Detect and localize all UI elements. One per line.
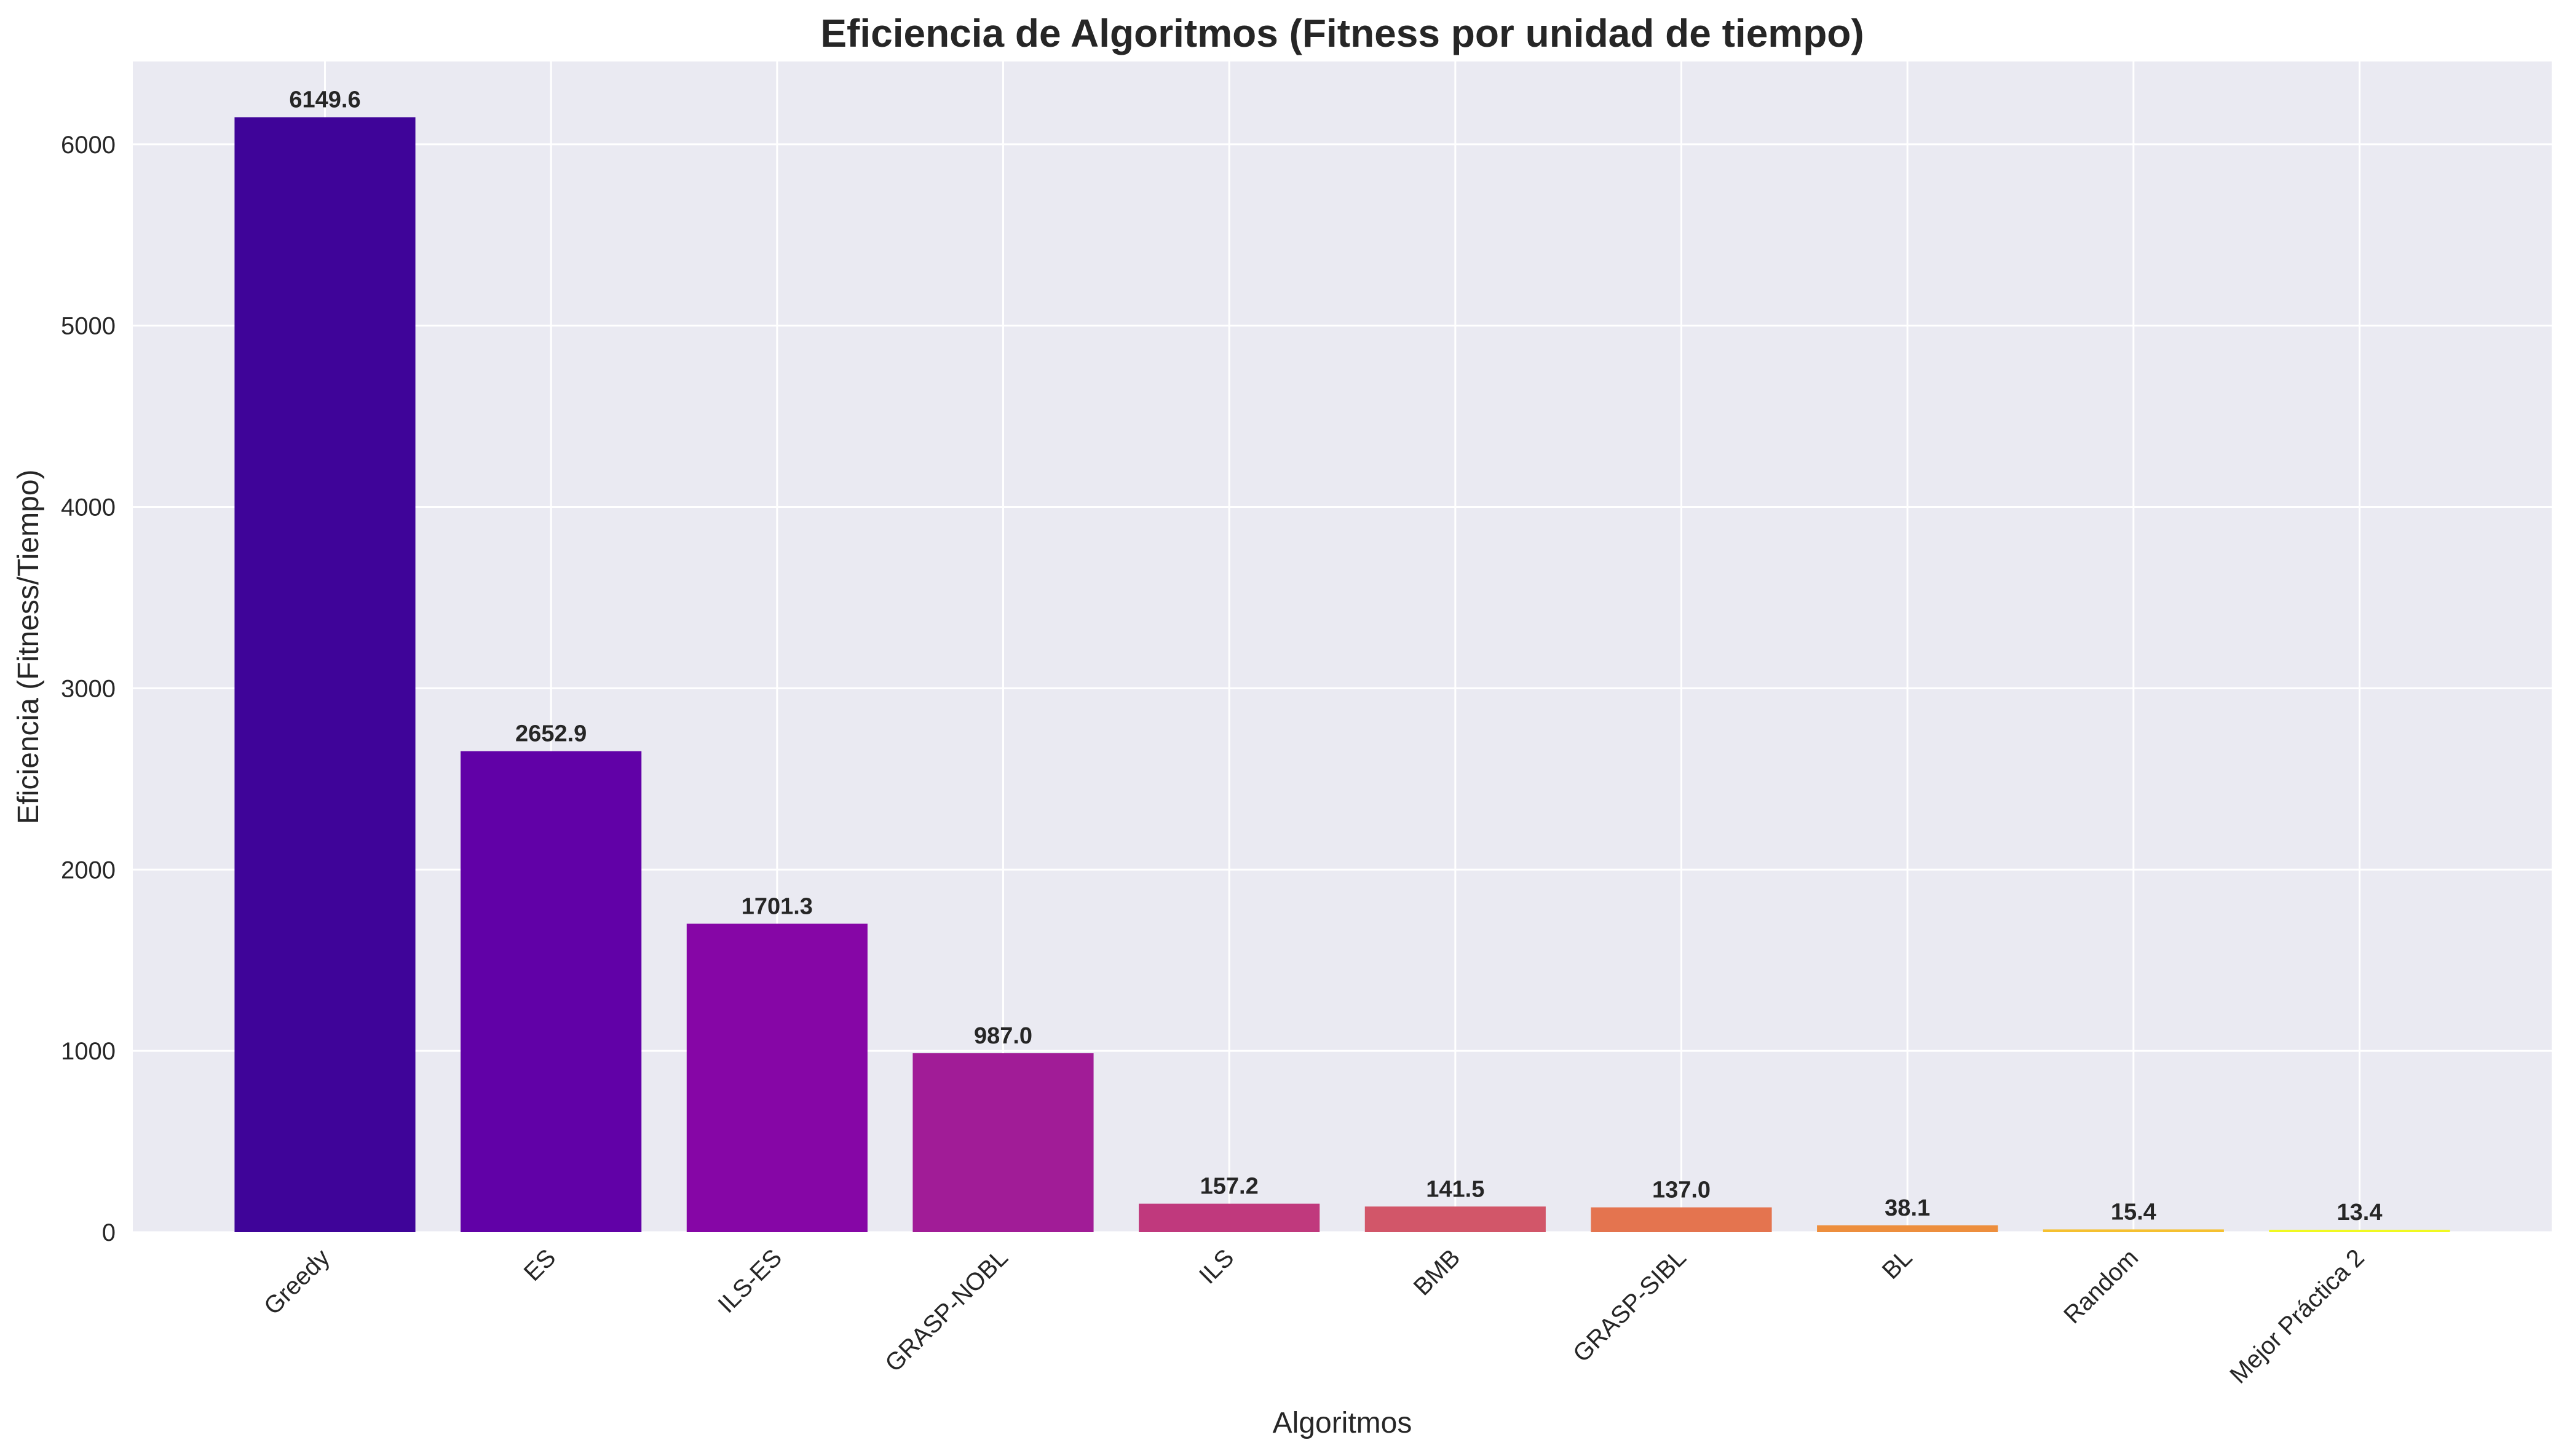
x-tick-label-9: Mejor Práctica 2 xyxy=(2225,1244,2369,1388)
bar-6 xyxy=(1591,1207,1772,1232)
data-labels: 6149.6 2652.9 1701.3 987.0 157.2 141.5 137.0 38… xyxy=(289,87,2382,1225)
x-tick-label-0: Greedy xyxy=(259,1244,335,1320)
y-tick-label-6: 6000 xyxy=(61,132,116,159)
x-axis-label: Algoritmos xyxy=(1273,1407,1412,1439)
x-tick-label-4: ILS xyxy=(1194,1244,1240,1289)
data-label-4: 157.2 xyxy=(1200,1174,1259,1200)
x-tick-label-6: GRASP-SIBL xyxy=(1568,1244,1692,1367)
bar-5 xyxy=(1364,1206,1546,1232)
y-tick-label-4: 4000 xyxy=(61,494,116,521)
y-axis-label: Eficiencia (Fitness/Tiempo) xyxy=(12,469,45,824)
y-tick-label-1: 1000 xyxy=(61,1038,116,1065)
data-label-3: 987.0 xyxy=(974,1023,1032,1049)
data-label-5: 141.5 xyxy=(1426,1176,1484,1202)
x-tick-label-8: Random xyxy=(2059,1244,2143,1329)
bars xyxy=(234,117,2450,1233)
bar-1 xyxy=(461,751,642,1232)
data-label-7: 38.1 xyxy=(1885,1195,1930,1221)
x-tick-label-3: GRASP-NOBL xyxy=(880,1244,1013,1377)
bar-0 xyxy=(234,117,416,1233)
bar-7 xyxy=(1817,1225,1998,1232)
chart-title: Eficiencia de Algoritmos (Fitness por un… xyxy=(820,11,1864,55)
bar-8 xyxy=(2043,1229,2224,1232)
data-label-0: 6149.6 xyxy=(289,87,360,113)
x-tick-label-7: BL xyxy=(1877,1244,1918,1284)
y-tick-label-2: 2000 xyxy=(61,857,116,884)
data-label-6: 137.0 xyxy=(1652,1177,1711,1203)
data-label-8: 15.4 xyxy=(2111,1199,2156,1225)
x-tick-label-5: BMB xyxy=(1409,1244,1465,1300)
bar-2 xyxy=(686,924,868,1232)
y-axis-ticks: 0 1000 2000 3000 4000 5000 6000 xyxy=(61,132,116,1246)
data-label-2: 1701.3 xyxy=(742,893,813,919)
bar-4 xyxy=(1139,1203,1320,1232)
bar-3 xyxy=(912,1053,1094,1232)
y-tick-label-0: 0 xyxy=(102,1219,116,1246)
x-tick-label-2: ILS-ES xyxy=(713,1244,787,1318)
data-label-1: 2652.9 xyxy=(515,721,587,747)
x-tick-label-1: ES xyxy=(519,1244,561,1286)
bar-9 xyxy=(2269,1230,2450,1232)
x-axis-ticks: Greedy ES ILS-ES GRASP-NOBL ILS BMB GRASP-SIBL… xyxy=(259,1244,2370,1388)
y-tick-label-5: 5000 xyxy=(61,313,116,340)
data-label-9: 13.4 xyxy=(2337,1200,2383,1225)
y-tick-label-3: 3000 xyxy=(61,675,116,702)
